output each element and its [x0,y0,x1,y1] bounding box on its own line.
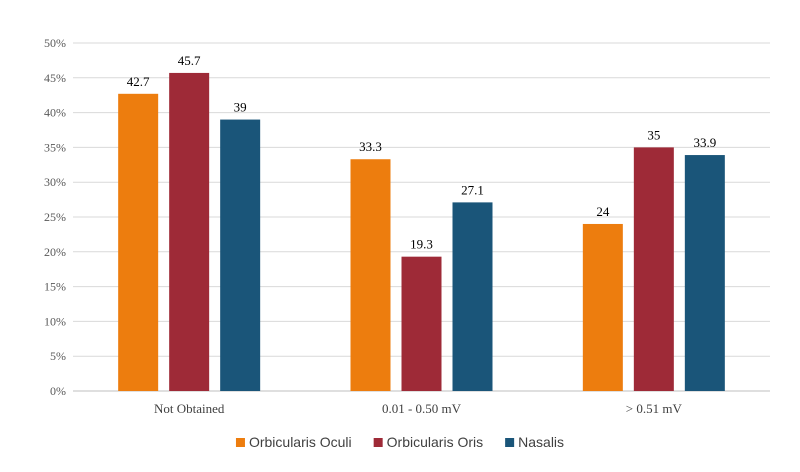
data-label: 35 [647,127,660,142]
legend-swatch [373,438,383,447]
bar [401,256,442,391]
data-labels: 42.7 45.7 39 33.3 19.3 27.1 24 35 33.9 [127,53,716,252]
y-tick-label: 40% [44,106,66,120]
y-tick-label: 45% [44,71,66,85]
bar [350,159,391,391]
data-label: 42.7 [127,74,150,89]
category-labels: Not Obtained 0.01 - 0.50 mV > 0.51 mV [154,401,683,416]
y-tick-label: 15% [44,280,66,294]
y-tick-label: 10% [44,314,66,328]
legend-item: Orbicularis Oculi [235,434,352,450]
y-tick-label: 30% [44,175,66,189]
y-tick-label: 35% [44,140,66,154]
bars [118,72,725,392]
category-label: 0.01 - 0.50 mV [382,401,462,416]
legend: Orbicularis Oculi Orbicularis Oris Nasalis [235,434,564,450]
legend-label: Orbicularis Oris [387,434,483,450]
y-tick-label: 20% [44,245,66,259]
y-axis-ticks: 0% 5% 10% 15% 20% 25% 30% 35% 40% 45% 50% [44,36,66,398]
bar [169,72,210,391]
category-label: Not Obtained [154,401,225,416]
data-label: 45.7 [178,53,201,68]
y-tick-label: 50% [44,36,66,50]
bar [633,147,674,391]
bar [582,223,623,391]
legend-item: Orbicularis Oris [373,434,483,450]
data-label: 39 [234,100,247,115]
data-label: 27.1 [461,182,484,197]
data-label: 19.3 [410,237,433,252]
data-label: 33.9 [693,135,716,150]
legend-swatch [505,438,515,447]
legend-item: Nasalis [505,434,564,450]
legend-label: Orbicularis Oculi [249,434,352,450]
y-tick-label: 0% [50,384,66,398]
bar [220,119,261,391]
legend-label: Nasalis [518,434,564,450]
category-label: > 0.51 mV [626,401,683,416]
legend-swatch [235,438,245,447]
data-label: 24 [596,204,610,219]
data-label: 33.3 [359,139,382,154]
y-tick-label: 5% [50,349,66,363]
bar [684,155,725,391]
bar [118,93,159,392]
bar [452,202,493,391]
y-tick-label: 25% [44,210,66,224]
